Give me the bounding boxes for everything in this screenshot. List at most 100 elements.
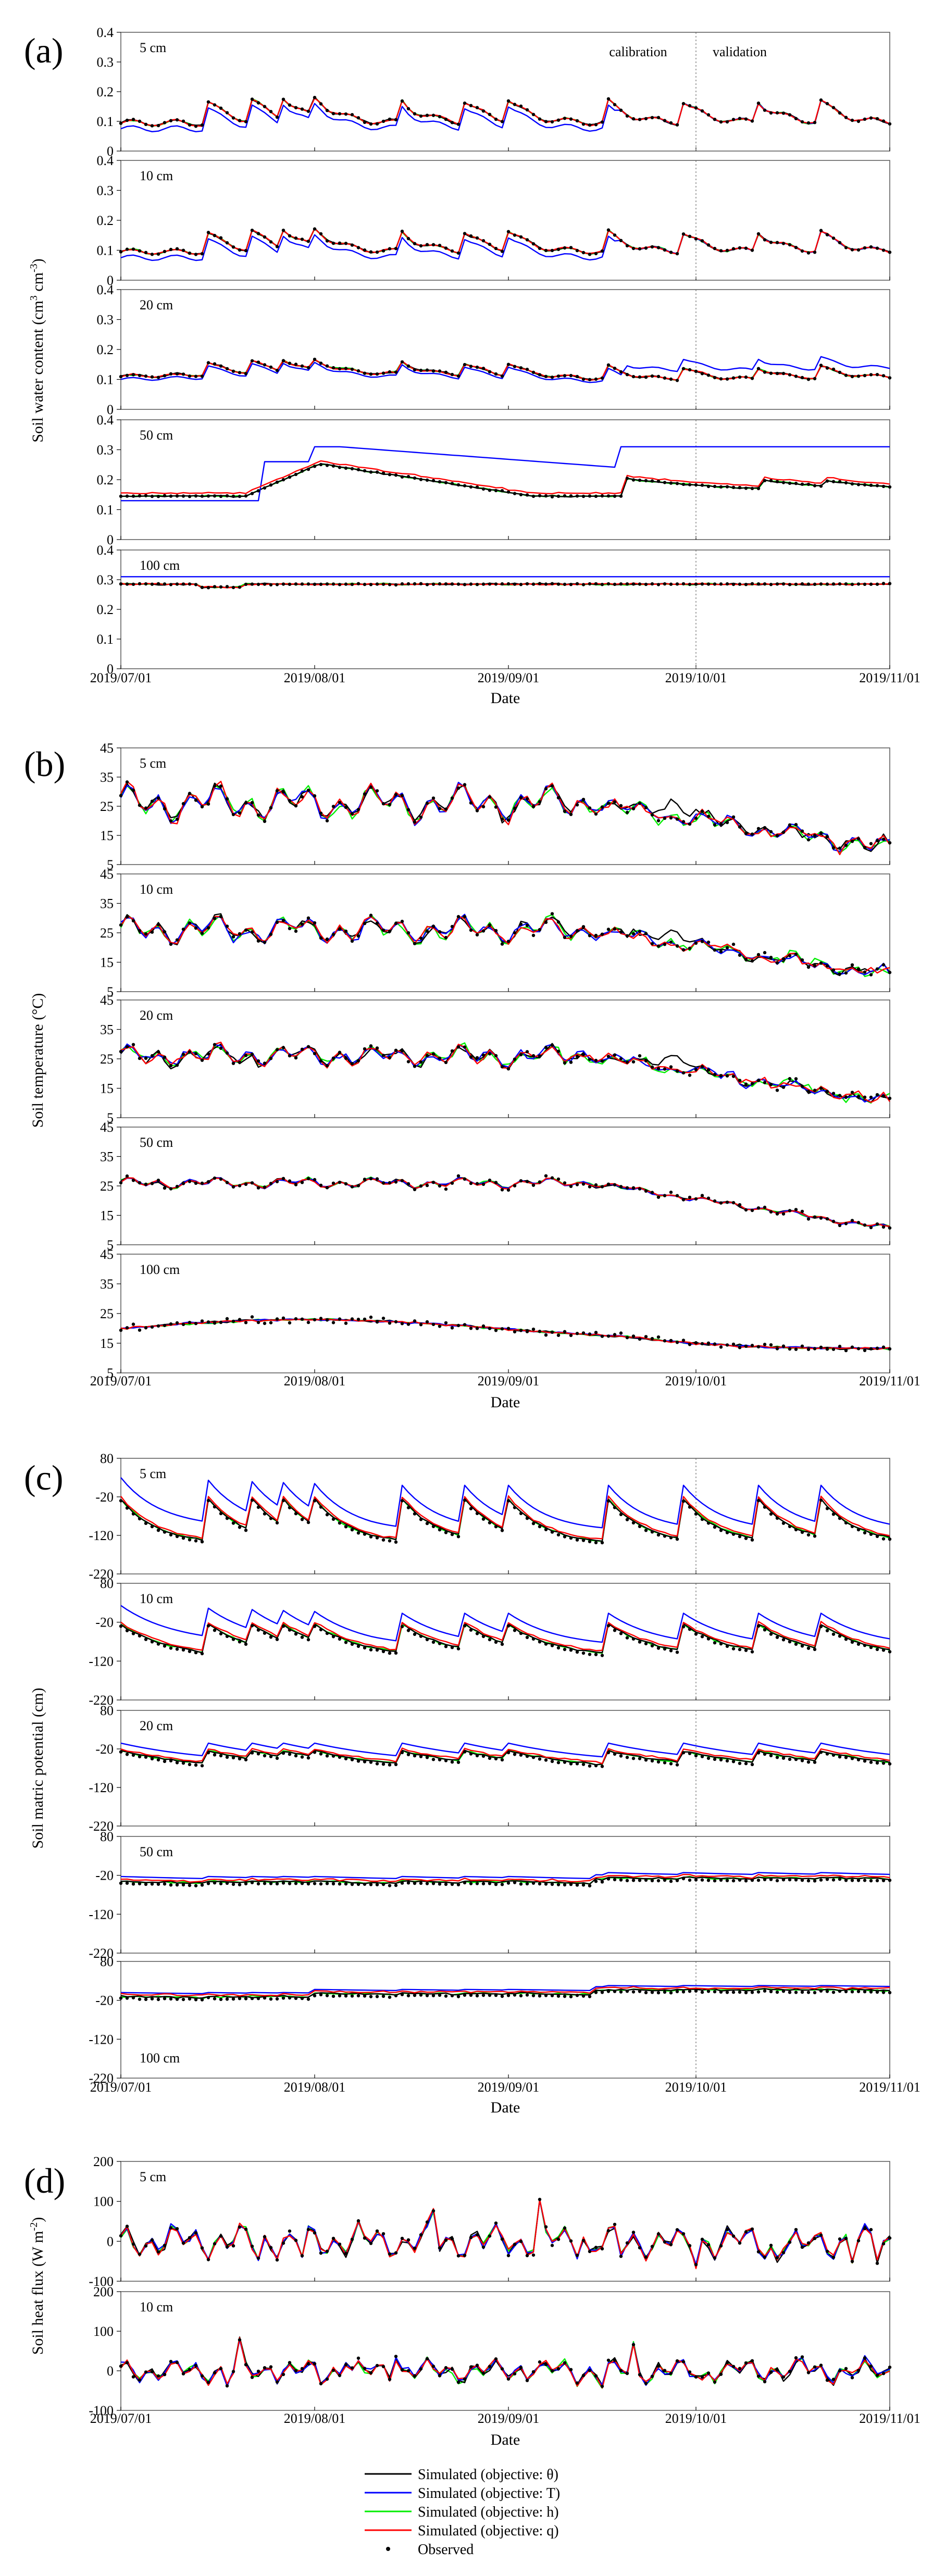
observed-point <box>656 246 661 249</box>
observed-point <box>156 1050 160 1054</box>
observed-point <box>144 1997 148 2001</box>
observed-point <box>488 1178 492 1182</box>
observed-point <box>163 494 167 497</box>
observed-point <box>338 241 342 245</box>
y-tick-label: -120 <box>89 1780 114 1795</box>
observed-point <box>688 1505 692 1509</box>
observed-point <box>619 2369 623 2372</box>
observed-point <box>194 583 198 586</box>
observed-point <box>125 1326 129 1330</box>
y-tick-label: 45 <box>100 1120 114 1135</box>
observed-point <box>400 1049 404 1053</box>
series-line-h <box>120 1176 890 1228</box>
observed-point <box>244 1997 248 2000</box>
observed-point <box>744 486 748 490</box>
observed-point <box>306 789 310 792</box>
observed-point <box>656 1533 661 1537</box>
observed-point <box>563 1535 567 1539</box>
observed-point <box>338 1882 342 1886</box>
observed-point <box>119 923 123 927</box>
observed-point <box>769 830 773 834</box>
y-tick-label: -220 <box>89 1946 114 1961</box>
observed-point <box>369 1044 373 1048</box>
observed-point <box>775 1990 779 1994</box>
observed-point <box>863 117 867 121</box>
observed-point <box>731 2234 736 2238</box>
observed-point <box>819 2233 823 2237</box>
observed-point <box>594 1880 598 1883</box>
observed-point <box>319 1993 323 1996</box>
observed-point <box>300 2254 304 2258</box>
observed-point <box>144 122 148 126</box>
panel-label: (d) <box>24 2161 65 2200</box>
observed-point <box>169 2226 173 2230</box>
observed-point <box>475 1511 479 1516</box>
observed-point <box>725 582 729 586</box>
observed-point <box>619 239 623 242</box>
observed-point <box>613 1878 617 1882</box>
observed-point <box>281 1881 285 1885</box>
observed-point <box>469 582 473 586</box>
observed-point <box>694 1754 698 1758</box>
observed-point <box>594 933 598 937</box>
observed-point <box>800 2355 804 2359</box>
observed-point <box>313 1499 317 1503</box>
observed-point <box>450 121 454 124</box>
observed-point <box>263 1631 267 1635</box>
observed-point <box>513 103 517 106</box>
observed-point <box>744 117 748 121</box>
observed-point <box>306 1997 310 2001</box>
y-tick-label: 80 <box>100 1954 114 1969</box>
observed-point <box>738 486 742 490</box>
observed-point <box>644 2255 648 2259</box>
observed-point <box>244 801 248 805</box>
depth-label: 5 cm <box>140 756 166 771</box>
observed-point <box>494 2221 498 2225</box>
observed-point <box>263 1754 267 1758</box>
observed-point <box>819 831 823 835</box>
observed-point <box>156 1179 160 1182</box>
observed-point <box>794 1208 798 1211</box>
y-tick-label: 80 <box>100 1451 114 1466</box>
observed-point <box>375 372 379 376</box>
observed-point <box>119 1499 123 1503</box>
observed-point <box>188 1649 192 1653</box>
observed-point <box>431 114 436 117</box>
observed-point <box>763 1081 767 1084</box>
observed-point <box>763 951 767 955</box>
observed-point <box>863 2356 867 2360</box>
observed-point <box>744 2230 748 2234</box>
observed-point <box>713 1879 717 1883</box>
observed-point <box>119 582 123 586</box>
observed-point <box>194 374 198 378</box>
observed-point <box>825 2249 829 2253</box>
observed-point <box>856 119 861 123</box>
observed-point <box>219 2234 223 2238</box>
observed-point <box>650 245 654 249</box>
observed-point <box>563 1181 567 1185</box>
observed-point <box>844 1348 848 1353</box>
observed-point <box>369 1883 373 1886</box>
observed-point <box>375 2229 379 2233</box>
observed-point <box>300 107 304 111</box>
observed-point <box>494 489 498 493</box>
subplot-50-cm: 00.10.20.30.450 cm <box>97 412 892 547</box>
observed-point <box>175 247 179 251</box>
observed-point <box>744 1344 748 1348</box>
observed-point <box>169 819 173 823</box>
observed-point <box>225 1317 229 1321</box>
observed-point <box>294 1754 298 1758</box>
observed-point <box>619 804 623 808</box>
observed-point <box>219 364 223 368</box>
observed-point <box>338 1521 342 1525</box>
observed-point <box>844 843 848 847</box>
observed-point <box>213 1753 217 1757</box>
observed-point <box>700 1194 704 1197</box>
observed-point <box>250 1624 254 1628</box>
observed-point <box>275 1521 279 1525</box>
observed-point <box>881 582 886 585</box>
observed-point <box>375 1762 379 1766</box>
observed-point <box>119 1624 123 1628</box>
observed-point <box>594 2245 598 2249</box>
